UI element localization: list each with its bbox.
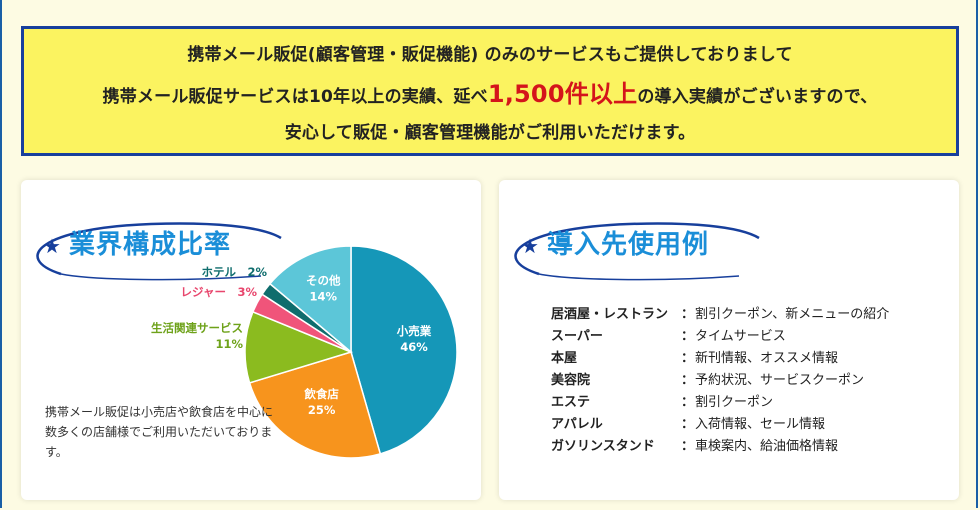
usage-row-name: スーパー bbox=[551, 329, 603, 344]
usage-row-detail: 車検案内、給油価格情報 bbox=[695, 439, 839, 454]
usage-row-name: ガソリンスタンド bbox=[551, 439, 655, 454]
pie-slice bbox=[268, 245, 352, 354]
info-banner: 携帯メール販促(顧客管理・販促機能) のみのサービスもご提供しておりまして 携帯… bbox=[21, 26, 959, 156]
banner-line-3: 安心して販促・顧客管理機能がご利用いただけます。 bbox=[284, 122, 696, 143]
usage-row: ガソリンスタンド ：車検案内、給油価格情報 bbox=[551, 436, 889, 458]
industry-note: 携帯メール販促は小売店や飲食店を中心に数多くの店舗様でご利用いただいております。 bbox=[45, 405, 274, 459]
pie-slice-label: その他 bbox=[306, 273, 341, 287]
usage-row-colon: ： bbox=[681, 373, 695, 388]
pie-slice-value: 2% bbox=[247, 265, 267, 279]
banner-line-2-before: 携帯メール販促サービスは10年以上の実績、延べ bbox=[102, 86, 488, 107]
title-swoosh-decoration bbox=[36, 222, 282, 281]
star-icon: ★ bbox=[521, 234, 539, 258]
usage-row-colon: ： bbox=[681, 395, 695, 410]
pie-slice-label: 飲食店 bbox=[303, 387, 339, 401]
usage-row-detail: 割引クーポン bbox=[695, 395, 774, 410]
usage-row-name: 本屋 bbox=[551, 351, 578, 366]
pie-slice-label: レジャー 3% bbox=[181, 285, 258, 299]
pie-slice-value: 25% bbox=[308, 403, 336, 417]
banner-line-2: 携帯メール販促サービスは10年以上の実績、延べ1,500件以上の導入実績がござい… bbox=[103, 74, 878, 109]
star-icon: ★ bbox=[43, 234, 61, 258]
usage-row: アパレル ：入荷情報、セール情報 bbox=[551, 414, 889, 436]
usage-row-colon: ： bbox=[681, 307, 695, 322]
pie-slice-label: 小売業 bbox=[396, 324, 432, 338]
usage-row-name: エステ bbox=[551, 395, 591, 410]
usage-row-name: アパレル bbox=[551, 417, 603, 432]
pie-slice bbox=[350, 245, 458, 455]
pie-slice-label-name: ホテル bbox=[201, 265, 247, 279]
pie-slice-value: 11% bbox=[215, 337, 243, 351]
usage-row-name: 居酒屋・レストラン bbox=[551, 307, 669, 322]
usage-row-colon: ： bbox=[681, 351, 695, 366]
pie-slice-label: 生活関連サービス bbox=[151, 321, 243, 335]
title-swoosh-decoration bbox=[514, 222, 760, 281]
pie-slice-label: ホテル 2% bbox=[201, 265, 267, 279]
usage-row: 居酒屋・レストラン ：割引クーポン、新メニューの紹介 bbox=[551, 304, 889, 326]
usage-row-detail: 予約状況、サービスクーポン bbox=[695, 373, 865, 388]
usage-row: 美容院 ：予約状況、サービスクーポン bbox=[551, 370, 889, 392]
usage-row-detail: 新刊情報、オススメ情報 bbox=[695, 351, 839, 366]
usage-title: 導入先使用例 bbox=[547, 230, 710, 260]
industry-title: 業界構成比率 bbox=[69, 230, 232, 260]
usage-row-detail: 入荷情報、セール情報 bbox=[695, 417, 826, 432]
usage-title-block: ★ 導入先使用例 bbox=[509, 208, 809, 288]
banner-highlight: 1,500件以上 bbox=[487, 79, 638, 108]
industry-pie-chart: 小売業 46% 飲食店 25% 生活関連サービス 11% レジャー 3% ホテル 2% その他 1… bbox=[151, 245, 458, 459]
usage-list: 居酒屋・レストラン：割引クーポン、新メニューの紹介 スーパー：タイムサービス 本屋：… bbox=[551, 304, 889, 458]
pie-slice bbox=[244, 310, 354, 384]
usage-row-colon: ： bbox=[681, 329, 695, 344]
industry-card: ★ 業界構成比率 小売業 46% 飲食店 25% 生活関連サービス 11% レジャー 3% ホ… bbox=[21, 180, 481, 500]
banner-line-2-after: の導入実績がございますので、 bbox=[637, 86, 878, 107]
usage-row-detail: タイムサービス bbox=[695, 329, 786, 344]
usage-row-colon: ： bbox=[681, 439, 695, 454]
pie-slice-label-name: レジャー bbox=[181, 285, 238, 299]
pie-slice bbox=[248, 351, 382, 459]
usage-row-name: 美容院 bbox=[551, 373, 591, 388]
usage-row-detail: 割引クーポン、新メニューの紹介 bbox=[695, 307, 890, 322]
usage-card: ★ 導入先使用例 居酒屋・レストラン：割引クーポン、新メニューの紹介 スーパー：タ… bbox=[499, 180, 959, 500]
industry-title-block: ★ 業界構成比率 bbox=[31, 208, 331, 288]
usage-row: スーパー ：タイムサービス bbox=[551, 326, 889, 348]
pie-slice-value: 14% bbox=[310, 289, 338, 303]
banner-line-1: 携帯メール販促(顧客管理・販促機能) のみのサービスもご提供しておりまして bbox=[187, 44, 793, 65]
usage-row: エステ ：割引クーポン bbox=[551, 392, 889, 414]
pie-slice-value: 46% bbox=[400, 340, 428, 354]
pie-slice-value: 3% bbox=[237, 285, 257, 299]
usage-row-colon: ： bbox=[681, 417, 695, 432]
usage-row: 本屋 ：新刊情報、オススメ情報 bbox=[551, 348, 889, 370]
